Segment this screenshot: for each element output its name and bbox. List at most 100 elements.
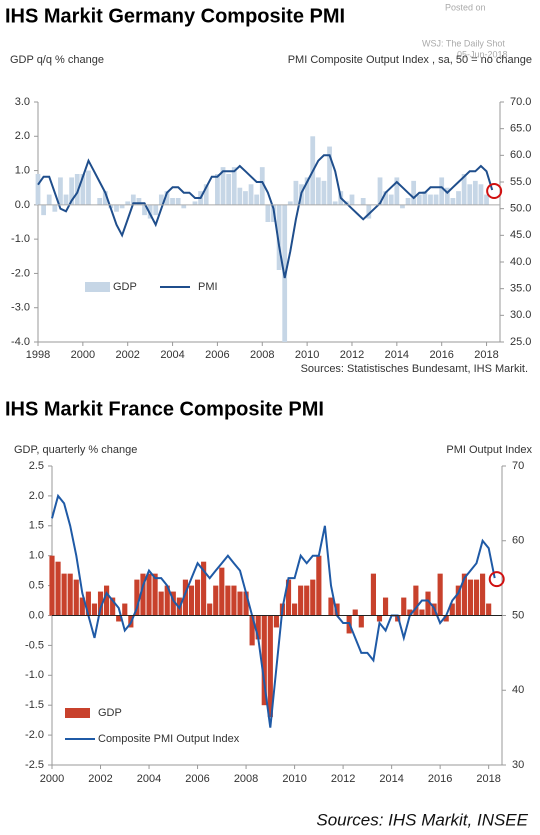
y2-tick-label: 60: [512, 535, 524, 547]
bar: [49, 555, 55, 616]
bar: [321, 180, 327, 205]
bar: [273, 615, 279, 628]
bar: [316, 555, 322, 616]
line: [37, 154, 494, 279]
bar: [158, 591, 164, 616]
bar: [478, 184, 484, 205]
y2-tick-label: 35.0: [510, 283, 531, 295]
bar: [130, 194, 136, 205]
bar: [63, 194, 69, 205]
bar: [292, 603, 298, 616]
bar: [231, 585, 237, 616]
bar: [147, 204, 153, 219]
bar: [220, 167, 226, 205]
y-tick-label: 1.0: [29, 550, 44, 562]
bar: [125, 201, 131, 205]
y-tick-label: 2.5: [29, 460, 44, 472]
bar: [248, 184, 254, 205]
y2-tick-label: 65.0: [510, 123, 531, 135]
bar: [461, 573, 467, 616]
bar: [243, 191, 248, 205]
bar: [422, 191, 428, 205]
bar: [472, 180, 478, 205]
bar: [116, 615, 122, 622]
bar: [411, 180, 417, 205]
legend-label: GDP: [98, 707, 122, 719]
y-tick-label: 0.0: [29, 609, 44, 621]
bar: [119, 204, 125, 209]
bar: [91, 603, 98, 616]
bar: [352, 609, 358, 616]
highlight-circle: [488, 571, 505, 588]
x-tick-label: 2010: [295, 349, 319, 361]
bar: [349, 194, 355, 205]
bar: [207, 603, 213, 616]
y2-tick-label: 70: [512, 460, 524, 472]
y2-tick-label: 50.0: [510, 203, 531, 215]
legend-swatch: [85, 282, 110, 292]
bar: [413, 585, 419, 616]
bar: [304, 585, 310, 616]
y2-tick-label: 50: [512, 609, 524, 621]
x-tick-label: 2018: [474, 349, 498, 361]
bar: [366, 204, 372, 219]
y-tick-label: 1.0: [15, 164, 30, 176]
bar: [287, 201, 293, 205]
bar: [55, 561, 61, 616]
bar: [243, 591, 249, 616]
bar: [231, 167, 237, 205]
y-tick-label: 0.5: [29, 580, 44, 592]
bar: [439, 177, 445, 205]
bar: [249, 615, 255, 646]
bar: [419, 609, 425, 616]
bar: [35, 174, 41, 205]
bar: [444, 187, 450, 205]
legend-label: Composite PMI Output Index: [98, 733, 240, 745]
bar: [79, 597, 85, 616]
y-tick-label: -3.0: [11, 302, 30, 314]
bar: [328, 597, 334, 616]
y2-tick-label: 25.0: [510, 336, 531, 348]
bar: [265, 204, 271, 222]
x-tick-label: 2000: [40, 773, 64, 785]
bar: [225, 585, 231, 616]
x-tick-label: 1998: [26, 349, 50, 361]
bar: [480, 573, 486, 616]
bar: [97, 591, 104, 616]
bar: [152, 573, 158, 616]
bar: [61, 573, 67, 616]
y-tick-label: 2.0: [29, 490, 44, 502]
bar: [315, 177, 321, 205]
bar: [394, 177, 400, 205]
bar: [285, 579, 292, 616]
legend-swatch: [65, 708, 90, 718]
y2-tick-label: 60.0: [510, 149, 531, 161]
bar: [136, 198, 142, 205]
bar: [401, 597, 407, 616]
watermark: WSJ: The Daily Shot: [422, 38, 505, 48]
bar: [254, 194, 260, 205]
bar: [58, 177, 63, 205]
source: Sources: Statistisches Bundesamt, IHS Ma…: [301, 363, 528, 375]
bar: [449, 603, 455, 616]
bar: [377, 177, 383, 205]
bar: [473, 579, 480, 616]
bar: [153, 204, 159, 216]
bar: [443, 615, 449, 622]
bar: [383, 191, 389, 205]
bar: [213, 585, 219, 616]
bar: [175, 198, 181, 205]
x-tick-label: 2012: [331, 773, 355, 785]
bar: [456, 191, 461, 205]
bar: [69, 177, 75, 205]
y-axis-label: GDP q/q % change: [10, 54, 104, 66]
x-tick-label: 2002: [115, 349, 139, 361]
bar: [114, 204, 119, 212]
x-tick-label: 2004: [160, 349, 184, 361]
y2-tick-label: 70.0: [510, 96, 531, 108]
y2-tick-label: 40.0: [510, 256, 531, 268]
bar: [437, 573, 443, 616]
x-tick-label: 2002: [88, 773, 112, 785]
y-tick-label: 0.0: [15, 199, 30, 211]
